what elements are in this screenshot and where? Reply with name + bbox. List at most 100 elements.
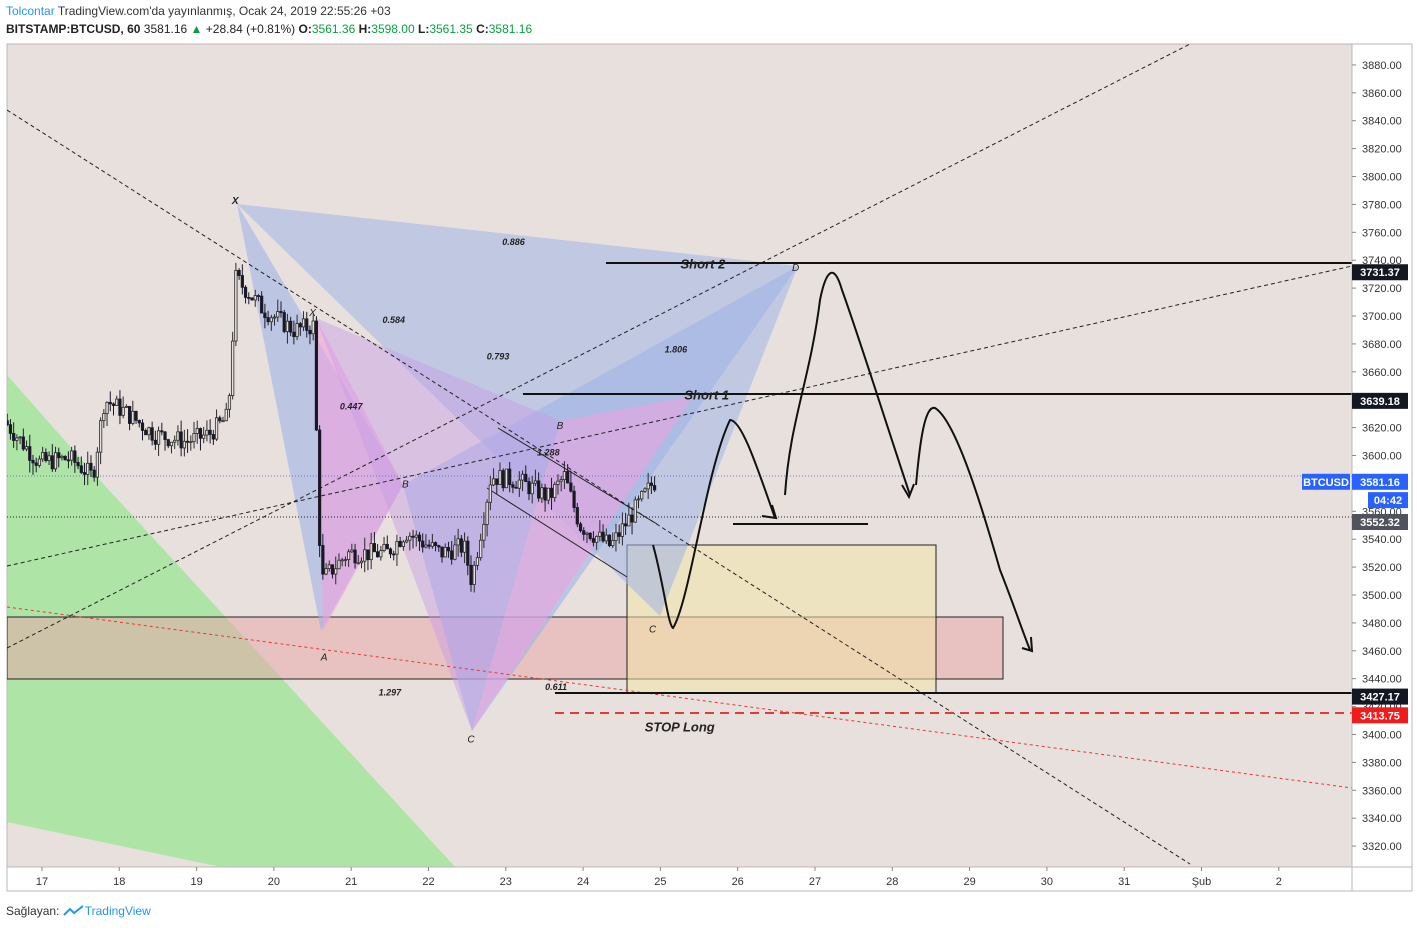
short1-label[interactable]: Short 1 xyxy=(684,388,729,403)
candle-body xyxy=(488,484,492,503)
candle-body xyxy=(34,462,38,466)
candle-body xyxy=(144,430,148,436)
candle-body xyxy=(79,465,83,473)
trend-line-red-dashed[interactable] xyxy=(7,606,1352,789)
forecast-path-drawing[interactable] xyxy=(652,271,1031,651)
candle-body xyxy=(18,436,22,439)
x-tick-label: 18 xyxy=(113,876,125,888)
candle-body xyxy=(224,408,228,422)
candle-body xyxy=(198,428,203,439)
candle-body xyxy=(92,469,96,478)
channel-bottom[interactable] xyxy=(486,487,628,578)
candle-body xyxy=(131,410,135,424)
y-tick-label: 3320.00 xyxy=(1362,841,1402,853)
candle-body xyxy=(276,311,280,318)
trend-line-dashed-3[interactable] xyxy=(7,265,1352,567)
candle-body xyxy=(408,535,412,541)
candle-body xyxy=(37,458,42,466)
y-tick-label: 3620.00 xyxy=(1362,423,1402,435)
candle-body xyxy=(430,542,434,547)
candle-body xyxy=(295,323,299,338)
candle-body xyxy=(15,437,19,441)
candle-body xyxy=(305,318,309,331)
candle-body xyxy=(301,318,306,328)
candle-body xyxy=(604,534,608,542)
candle-body xyxy=(411,535,415,538)
y-tick-label: 3820.00 xyxy=(1362,144,1402,156)
candle-body xyxy=(363,549,367,562)
x-tick-label: 31 xyxy=(1118,876,1130,888)
y-tick-label: 3380.00 xyxy=(1362,757,1402,769)
candles-group[interactable] xyxy=(6,262,657,593)
candle-body xyxy=(314,320,319,431)
candle-body xyxy=(591,538,596,543)
x-tick-label: 26 xyxy=(732,876,744,888)
candle-body xyxy=(620,523,624,537)
candle-body xyxy=(95,451,99,478)
candle-body xyxy=(440,546,444,558)
yellow-target-box[interactable] xyxy=(626,544,937,694)
symbol-name: BITSTAMP:BTCUSD, 60 xyxy=(6,22,141,36)
harmonic-pink-bcd xyxy=(472,396,693,731)
candle-body xyxy=(540,487,544,499)
last-price: 3581.16 xyxy=(143,22,188,36)
candle-body xyxy=(156,430,161,445)
candle-body xyxy=(414,534,418,538)
trend-line-dashed-1[interactable] xyxy=(7,109,1191,865)
candle-body xyxy=(289,320,293,333)
price-change: +28.84 (+0.81%) xyxy=(205,22,296,36)
candle-body xyxy=(147,427,151,436)
open-label: O: xyxy=(298,22,312,36)
candle-body xyxy=(553,484,557,498)
footer-brand[interactable]: TradingView xyxy=(84,904,151,918)
candle-body xyxy=(343,559,348,561)
candle-body xyxy=(182,440,186,449)
candle-body xyxy=(256,295,261,297)
candle-body xyxy=(124,405,128,408)
candle-body xyxy=(527,481,531,495)
candle-body xyxy=(250,297,254,301)
candle-body xyxy=(556,480,560,485)
candle-body xyxy=(53,452,58,470)
y-tick-label: 3700.00 xyxy=(1362,311,1402,323)
price-tag-box xyxy=(1352,707,1408,724)
candle-body xyxy=(472,564,476,585)
y-tick-label: 3540.00 xyxy=(1362,534,1402,546)
drawings-layer xyxy=(6,44,1352,867)
price-tag-box xyxy=(1352,514,1408,531)
price-tag-label: 3427.17 xyxy=(1360,692,1400,704)
x-tick-label: 25 xyxy=(654,876,666,888)
price-tags: 3731.37 3639.18 3581.16 04:42 3552.32 3427.17… xyxy=(1302,264,1408,724)
x-axis-background[interactable] xyxy=(6,866,1353,892)
short2-label[interactable]: Short 2 xyxy=(681,256,727,271)
channel-top[interactable] xyxy=(497,427,658,525)
x-axis[interactable]: 17 18 19 20 21 22 23 24 25 26 27 28 29 30 31 Şub 2 xyxy=(6,866,1413,892)
candle-body xyxy=(189,441,193,444)
candle-body xyxy=(479,539,483,559)
green-fan-zone xyxy=(7,375,456,867)
candle-body xyxy=(495,478,499,485)
candle-body xyxy=(404,539,409,543)
y-axis[interactable]: 3320.003340.003360.003380.003400.003420.… xyxy=(1351,43,1413,868)
candle-body xyxy=(121,406,125,416)
candle-body xyxy=(150,427,154,441)
pattern-label-d: D xyxy=(792,263,799,274)
harmonic-blue-upper xyxy=(237,204,798,616)
candle-body xyxy=(102,413,106,422)
y-tick-label: 3740.00 xyxy=(1362,255,1402,267)
ratio-label: 0.611 xyxy=(545,682,567,692)
y-axis-background[interactable] xyxy=(1351,43,1413,868)
author-name[interactable]: Tolcontar xyxy=(6,4,55,18)
candle-body xyxy=(105,401,109,414)
candle-body xyxy=(347,551,351,560)
candle-body xyxy=(388,548,393,555)
candle-body xyxy=(491,478,496,486)
candle-body xyxy=(376,551,380,558)
candle-body xyxy=(47,455,51,461)
trend-line-dashed-2[interactable] xyxy=(7,44,1191,649)
y-tick-label: 3600.00 xyxy=(1362,451,1402,463)
stop-long-label[interactable]: STOP Long xyxy=(645,720,715,735)
candle-body xyxy=(582,530,586,535)
candle-body xyxy=(31,460,35,464)
